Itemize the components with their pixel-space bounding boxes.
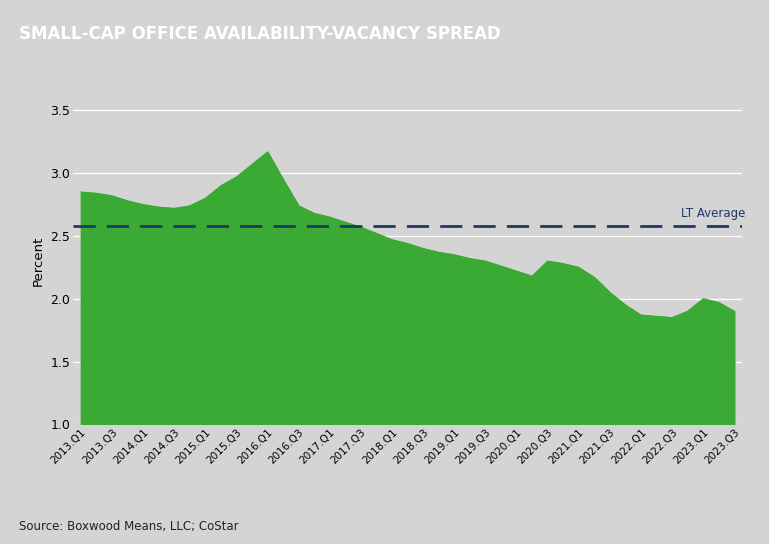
Text: Source: Boxwood Means, LLC; CoStar: Source: Boxwood Means, LLC; CoStar: [19, 520, 239, 533]
Text: SMALL-CAP OFFICE AVAILABILITY-VACANCY SPREAD: SMALL-CAP OFFICE AVAILABILITY-VACANCY SP…: [19, 25, 501, 43]
Text: LT Average: LT Average: [681, 207, 745, 220]
Y-axis label: Percent: Percent: [32, 236, 45, 286]
